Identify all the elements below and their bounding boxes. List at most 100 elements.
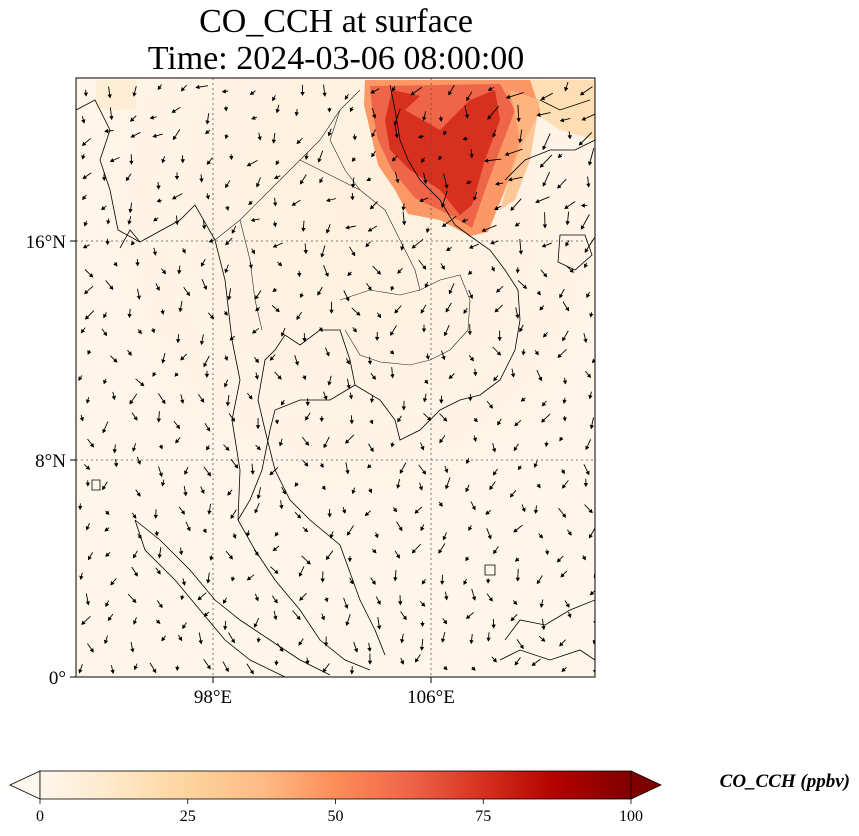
wind-arrow-head [538, 376, 543, 382]
wind-arrow-head [561, 484, 567, 489]
wind-arrow-head [180, 510, 185, 515]
wind-arrow-head [533, 463, 538, 468]
wind-arrow-head [443, 331, 448, 337]
wind-arrow-head [155, 286, 160, 291]
wind-arrow-head [541, 401, 547, 407]
wind-arrow-head [206, 160, 211, 165]
wind-arrow-head [234, 463, 239, 469]
wind-arrow-head [133, 572, 138, 577]
wind-arrow-head [89, 647, 94, 653]
wind-arrow-head [224, 356, 229, 361]
wind-arrow-head [539, 163, 545, 168]
wind-arrow-head [347, 558, 353, 563]
wind-arrow-head [110, 580, 115, 586]
wind-arrow-head [178, 550, 184, 556]
wind-arrow-head [393, 577, 398, 582]
map-title-line1: CO_CCH at surface [199, 3, 473, 40]
wind-arrow-head [372, 548, 377, 554]
wind-arrow-head [229, 155, 234, 161]
wind-arrow-head [562, 399, 567, 405]
wind-arrow-head [275, 109, 280, 114]
wind-arrow-head [106, 220, 111, 225]
wind-arrow-head [85, 482, 90, 487]
map-frame [75, 77, 596, 678]
wind-arrow-head [517, 465, 522, 471]
wind-arrow-head [225, 402, 231, 407]
wind-arrow-head [127, 220, 132, 225]
wind-arrow-head [299, 293, 304, 299]
wind-arrow-head [103, 639, 109, 645]
wind-arrow-head [254, 596, 259, 602]
wind-arrow-head [135, 262, 140, 267]
wind-arrow-head [464, 114, 470, 119]
wind-arrow-head [440, 580, 445, 585]
wind-arrow-head [374, 336, 380, 341]
wind-arrow-head [589, 424, 595, 430]
wind-arrow-head [107, 616, 112, 621]
wind-arrow-head [158, 472, 163, 478]
axis-ticks [70, 240, 432, 683]
wind-arrow-head [206, 471, 212, 477]
wind-arrow-head [584, 248, 589, 253]
wind-arrow-head [391, 87, 396, 92]
wind-arrow-head [515, 577, 521, 582]
wind-arrow-head [323, 642, 329, 647]
wind-arrow-head [541, 418, 546, 423]
wind-arrow-head [445, 484, 450, 490]
wind-arrow-head [533, 509, 539, 515]
wind-arrow-head [422, 265, 427, 270]
wind-arrow-head [466, 96, 471, 102]
wind-arrow-head [345, 359, 350, 365]
wind-arrow-head [199, 340, 205, 346]
wind-arrow-head [557, 184, 562, 189]
wind-arrow-head [250, 217, 256, 223]
wind-arrow-head [132, 447, 137, 452]
wind-arrow-head [560, 469, 565, 475]
colorbar-tick-label: 0 [36, 808, 44, 825]
wind-arrow-head [466, 614, 471, 620]
wind-arrow-head [353, 648, 359, 653]
wind-arrow-head [171, 108, 176, 113]
wind-arrow-head [345, 470, 350, 475]
wind-arrow-head [275, 160, 280, 166]
wind-arrow-head [510, 616, 515, 622]
wind-arrow-head [445, 307, 450, 313]
wind-arrow-head [273, 615, 278, 621]
wind-arrow-head [275, 307, 280, 313]
wind-arrow-head [469, 153, 474, 159]
wind-arrow-head [82, 195, 87, 201]
wind-arrow-head [491, 624, 496, 629]
wind-arrow-head [303, 249, 308, 255]
wind-arrow-head [132, 92, 137, 97]
wind-arrow-head [130, 648, 135, 653]
wind-arrow-head [367, 286, 372, 291]
wind-arrow-head [325, 351, 330, 357]
wind-arrow-head [589, 313, 594, 318]
wind-arrow-head [277, 375, 282, 380]
wind-arrow-head [583, 483, 589, 488]
wind-arrow-head [254, 509, 259, 514]
wind-arrow-head [178, 307, 183, 313]
wind-arrow-head [512, 600, 518, 605]
wind-arrow-head [411, 549, 417, 554]
wind-arrow-head [346, 531, 351, 536]
wind-arrow-head [298, 641, 303, 646]
wind-arrow-head [323, 395, 328, 401]
wind-arrow-head [274, 420, 280, 425]
lat-tick-label-0: 0° [49, 668, 66, 689]
wind-arrow-head [221, 89, 227, 94]
wind-arrow-head [158, 603, 163, 609]
wind-arrow-head [352, 136, 357, 141]
wind-arrow-head [272, 96, 276, 102]
wind-arrow-head [349, 107, 354, 113]
wind-arrow-head [181, 249, 186, 254]
wind-arrow-head [320, 253, 325, 258]
lat-tick-label-16n: 16°N [26, 232, 67, 253]
wind-arrow-head [249, 669, 254, 675]
wind-arrow-head [587, 161, 593, 166]
wind-arrow-head [324, 272, 329, 278]
wind-arrow-head [536, 483, 541, 489]
wind-arrow-head [367, 360, 373, 365]
wind-arrow-head [588, 533, 593, 539]
